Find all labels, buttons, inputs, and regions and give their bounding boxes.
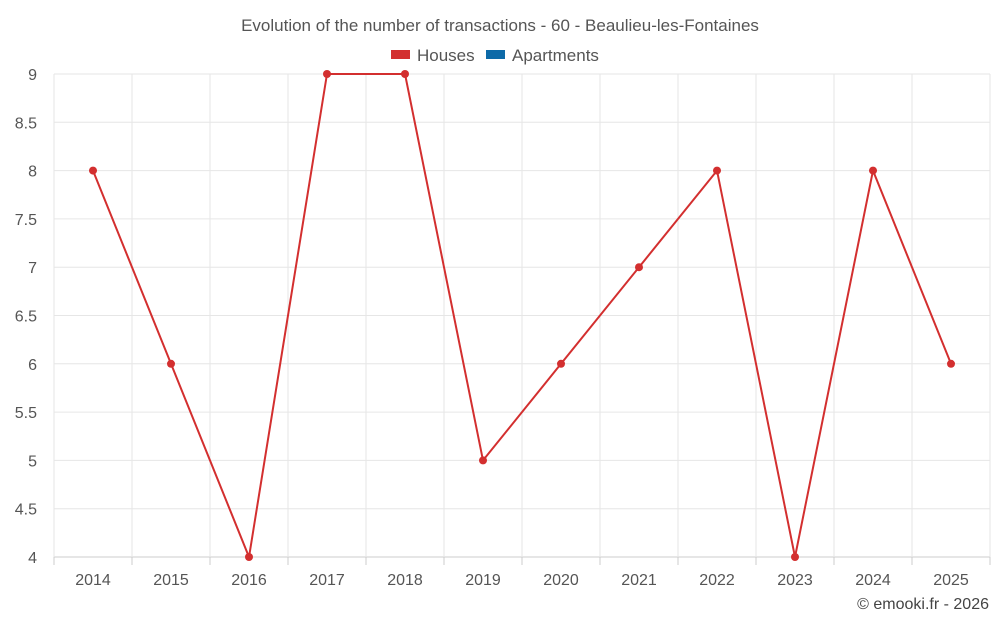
data-point-houses-2016[interactable] [245, 553, 253, 561]
series-houses [89, 70, 955, 561]
data-point-houses-2018[interactable] [401, 70, 409, 78]
x-tick-label: 2017 [309, 572, 345, 589]
data-point-houses-2014[interactable] [89, 166, 97, 175]
data-point-houses-2024[interactable] [869, 166, 877, 175]
y-tick-label: 4 [28, 550, 37, 567]
x-tick-label: 2022 [699, 572, 735, 589]
y-tick-label: 7.5 [15, 212, 37, 229]
x-tick-label: 2016 [231, 572, 267, 589]
y-tick-label: 6.5 [15, 309, 37, 326]
legend: Houses Apartments [391, 46, 599, 65]
series-line-houses [92, 73, 952, 561]
y-tick-label: 8 [28, 164, 37, 181]
y-tick-label: 5.5 [15, 405, 37, 422]
x-tick-label: 2021 [621, 572, 657, 589]
data-point-houses-2017[interactable] [323, 70, 331, 78]
data-point-houses-2025[interactable] [947, 359, 955, 368]
data-point-houses-2015[interactable] [167, 359, 175, 368]
y-axis-ticks: 4 4.5 5 5.5 6 6.5 7 7.5 8 8.5 9 [15, 67, 37, 567]
x-tick-label: 2015 [153, 572, 189, 589]
legend-swatch-apartments[interactable] [486, 50, 505, 59]
data-point-houses-2022[interactable] [713, 166, 721, 175]
x-tick-label: 2023 [777, 572, 813, 589]
x-tick-label: 2020 [543, 572, 579, 589]
data-point-houses-2019[interactable] [479, 456, 487, 465]
x-tick-label: 2018 [387, 572, 423, 589]
y-tick-label: 6 [28, 357, 37, 374]
data-point-houses-2023[interactable] [791, 553, 799, 561]
y-tick-label: 8.5 [15, 115, 37, 132]
x-axis-ticks: 2014 2015 2016 2017 2018 2019 2020 2021 2022 2023… [75, 572, 969, 589]
y-tick-label: 5 [28, 453, 37, 470]
x-tick-label: 2014 [75, 572, 111, 589]
x-tick-label: 2019 [465, 572, 501, 589]
grid [53, 73, 991, 565]
legend-label-houses[interactable]: Houses [417, 46, 475, 65]
credit-text: © emooki.fr - 2026 [857, 596, 989, 613]
x-tick-label: 2025 [933, 572, 969, 589]
y-tick-label: 7 [28, 260, 37, 277]
data-point-houses-2021[interactable] [635, 263, 643, 272]
y-tick-label: 4.5 [15, 502, 37, 519]
data-point-houses-2020[interactable] [557, 359, 565, 368]
legend-label-apartments[interactable]: Apartments [512, 46, 599, 65]
chart-title: Evolution of the number of transactions … [241, 16, 759, 35]
y-tick-label: 9 [28, 67, 37, 84]
legend-swatch-houses[interactable] [391, 50, 410, 59]
x-tick-label: 2024 [855, 572, 891, 589]
